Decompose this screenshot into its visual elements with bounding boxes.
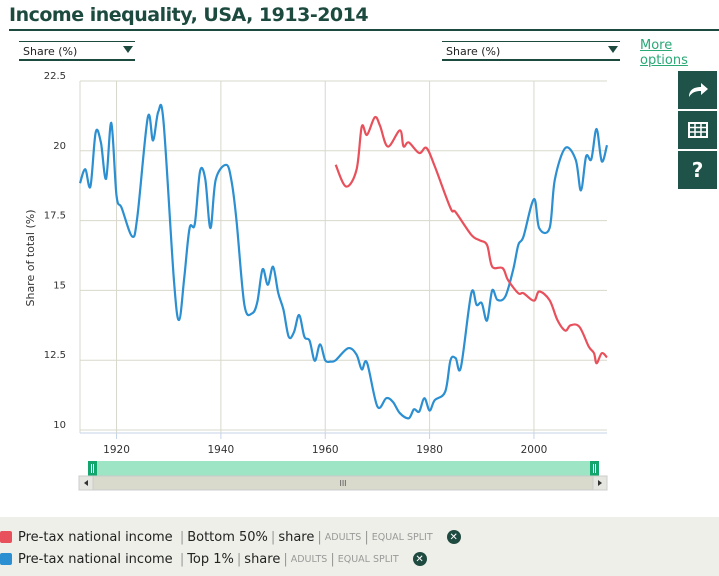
navigator[interactable] [88, 461, 599, 476]
y-tick-label: 15 [53, 280, 66, 291]
y-tick-label: 22.5 [44, 71, 66, 82]
remove-series-icon[interactable]: ✕ [412, 552, 427, 566]
x-tick-label: 1960 [312, 444, 339, 456]
right-axis-select-value: Share (%) [446, 45, 501, 58]
y-tick-label: 20 [53, 141, 66, 152]
navigator-range[interactable] [89, 461, 598, 476]
scrollbar[interactable]: III [78, 475, 608, 491]
title-divider [9, 29, 719, 31]
legend-item-bottom50: Pre-tax national income | Bottom 50% | sh… [0, 527, 461, 547]
series-line-bottom50[interactable] [334, 115, 608, 365]
x-tick-label: 1920 [103, 444, 130, 456]
legend-variable: Pre-tax national income [18, 551, 173, 567]
navigator-right-handle[interactable] [590, 461, 599, 476]
help-icon: ? [691, 158, 704, 182]
chevron-down-icon [123, 46, 133, 53]
y-tick-label: 12.5 [44, 350, 66, 361]
left-axis-select[interactable]: Share (%) [19, 41, 135, 61]
y-axis-label: Share of total (%) [24, 209, 37, 306]
legend-unit: EQUAL SPLIT [371, 531, 433, 543]
legend-group: Top 1% [187, 551, 234, 567]
x-tick-label: 2000 [521, 444, 548, 456]
x-tick-label: 1940 [208, 444, 235, 456]
legend-swatch [0, 531, 12, 543]
legend-measure: share [278, 529, 315, 545]
arrow-left-icon [84, 480, 88, 486]
legend-swatch [0, 553, 12, 565]
y-tick-label: 17.5 [44, 211, 66, 222]
legend-group: Bottom 50% [187, 529, 268, 545]
y-tick-label: 10 [53, 420, 66, 431]
navigator-left-handle[interactable] [88, 461, 97, 476]
table-icon [687, 122, 708, 138]
scrollbar-grip[interactable]: III [339, 479, 346, 488]
arrow-right-icon [598, 480, 602, 486]
more-options-link[interactable]: More options [640, 38, 688, 68]
legend-variable: Pre-tax national income [18, 529, 173, 545]
legend-population: ADULTS [290, 553, 328, 565]
legend-item-top1: Pre-tax national income | Top 1% | share |… [0, 549, 427, 569]
share-button[interactable] [678, 71, 717, 109]
share-arrow-icon [688, 83, 708, 97]
chevron-down-icon [608, 46, 618, 53]
right-axis-select[interactable]: Share (%) [442, 41, 620, 61]
table-view-button[interactable] [678, 111, 717, 149]
remove-series-icon[interactable]: ✕ [446, 530, 461, 544]
series-line-top1[interactable] [78, 103, 609, 420]
x-tick-label: 1980 [416, 444, 443, 456]
legend-population: ADULTS [324, 531, 362, 543]
legend-unit: EQUAL SPLIT [337, 553, 399, 565]
legend-measure: share [244, 551, 281, 567]
legend: Pre-tax national income | Bottom 50% | sh… [0, 517, 719, 576]
page-title: Income inequality, USA, 1913-2014 [9, 4, 369, 26]
help-button[interactable]: ? [678, 151, 717, 189]
left-axis-select-value: Share (%) [23, 45, 78, 58]
